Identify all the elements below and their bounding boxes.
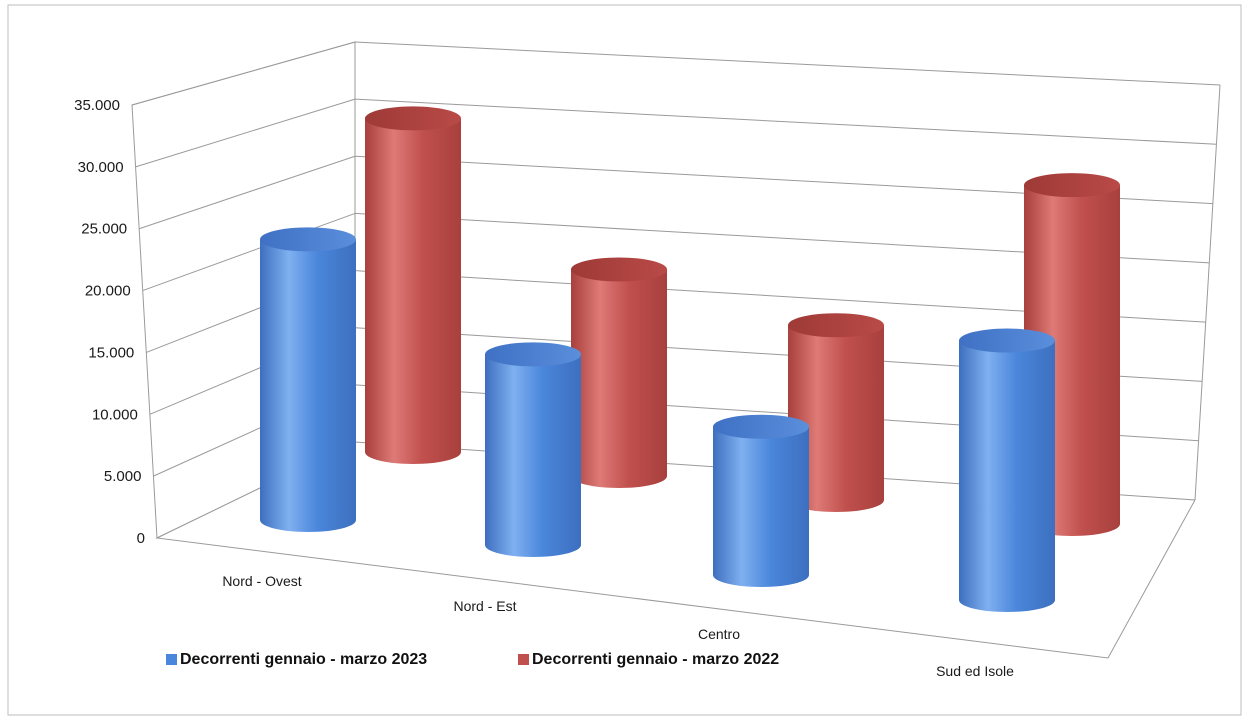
y-tick-label: 20.000 xyxy=(85,283,131,300)
y-tick-label: 25.000 xyxy=(81,221,127,238)
gridline-left xyxy=(131,41,356,106)
bar-2023-0 xyxy=(260,227,356,533)
category-label: Centro xyxy=(698,626,740,642)
bar-2023-3 xyxy=(959,328,1055,612)
y-tick-label: 30.000 xyxy=(78,159,124,176)
gridline-left xyxy=(135,98,356,168)
bar-2023-1 xyxy=(485,342,581,557)
legend-swatch xyxy=(166,654,177,665)
legend-label: Decorrenti gennaio - marzo 2022 xyxy=(532,651,779,668)
bar-2023-2 xyxy=(713,414,809,587)
category-label: Nord - Ovest xyxy=(222,573,301,589)
bar-2022-0 xyxy=(365,106,461,464)
y-tick-label: 35.000 xyxy=(74,97,120,114)
gridline-back xyxy=(354,41,1221,86)
legend: Decorrenti gennaio - marzo 2023 Decorrent… xyxy=(166,651,779,668)
y-axis-ticks: 0 5.000 10.000 15.000 20.000 25.000 30.000 35.0… xyxy=(74,97,145,547)
category-label: Nord - Est xyxy=(453,598,516,614)
gridline-left xyxy=(138,155,356,230)
y-tick-label: 10.000 xyxy=(92,406,138,423)
x-axis-categories: Nord - Ovest Nord - Est Centro Sud ed Isole xyxy=(222,573,1014,679)
legend-swatch xyxy=(518,654,529,665)
bar-2022-2 xyxy=(788,313,884,512)
y-tick-label: 15.000 xyxy=(88,344,134,361)
y-tick-label: 0 xyxy=(137,530,145,547)
bars xyxy=(260,106,1120,612)
legend-label: Decorrenti gennaio - marzo 2023 xyxy=(180,651,427,668)
gridline-back xyxy=(354,98,1217,145)
y-tick-label: 5.000 xyxy=(104,468,142,485)
bar-2022-1 xyxy=(571,257,667,488)
back-right-edge xyxy=(1194,84,1221,501)
category-label: Sud ed Isole xyxy=(936,663,1014,679)
gridline-left xyxy=(142,212,356,292)
